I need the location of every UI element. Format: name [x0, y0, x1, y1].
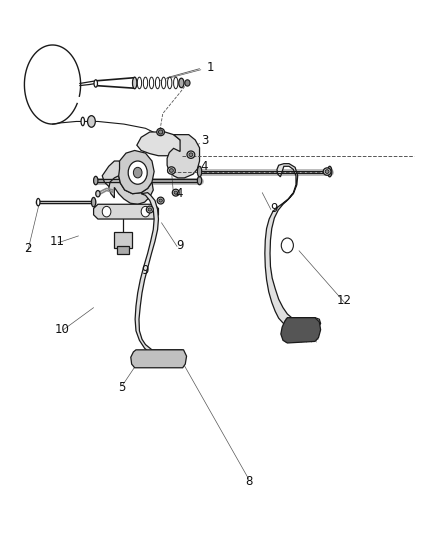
Text: 9: 9 — [177, 239, 184, 252]
Polygon shape — [109, 176, 153, 204]
Ellipse shape — [94, 80, 98, 87]
Polygon shape — [102, 161, 125, 188]
Ellipse shape — [168, 77, 172, 89]
Circle shape — [141, 206, 150, 217]
Polygon shape — [167, 135, 200, 178]
Ellipse shape — [198, 176, 202, 185]
Ellipse shape — [323, 168, 331, 175]
Polygon shape — [265, 164, 321, 329]
Ellipse shape — [162, 77, 166, 89]
Circle shape — [134, 167, 142, 178]
Text: 4: 4 — [200, 160, 208, 173]
Circle shape — [281, 238, 293, 253]
Text: 9: 9 — [271, 202, 278, 215]
Polygon shape — [137, 132, 182, 156]
Ellipse shape — [157, 197, 164, 204]
Ellipse shape — [148, 208, 152, 211]
Text: 5: 5 — [118, 381, 125, 394]
Polygon shape — [131, 350, 187, 368]
Ellipse shape — [172, 189, 179, 196]
Ellipse shape — [133, 77, 137, 89]
Ellipse shape — [170, 168, 173, 172]
Text: 2: 2 — [24, 241, 32, 255]
Ellipse shape — [174, 191, 177, 194]
Ellipse shape — [198, 166, 202, 177]
Ellipse shape — [36, 198, 40, 206]
Text: 12: 12 — [337, 294, 352, 308]
Ellipse shape — [94, 176, 98, 185]
Ellipse shape — [159, 199, 162, 202]
Ellipse shape — [88, 116, 95, 127]
Ellipse shape — [155, 77, 160, 89]
Circle shape — [128, 161, 147, 184]
Polygon shape — [94, 204, 159, 219]
Ellipse shape — [81, 117, 85, 126]
Ellipse shape — [146, 206, 153, 213]
Text: 11: 11 — [49, 235, 64, 248]
Ellipse shape — [179, 78, 184, 88]
Text: 8: 8 — [246, 475, 253, 488]
Text: 1: 1 — [207, 61, 214, 74]
Ellipse shape — [92, 197, 96, 207]
Polygon shape — [119, 150, 154, 193]
Ellipse shape — [157, 128, 165, 136]
Circle shape — [185, 80, 190, 86]
Polygon shape — [135, 192, 184, 356]
Ellipse shape — [159, 130, 163, 134]
Ellipse shape — [187, 151, 195, 158]
Ellipse shape — [143, 77, 148, 89]
Polygon shape — [281, 318, 321, 343]
Text: 4: 4 — [176, 187, 183, 200]
Ellipse shape — [189, 153, 193, 157]
Circle shape — [102, 206, 111, 217]
Text: 3: 3 — [201, 134, 209, 148]
Text: 10: 10 — [55, 324, 70, 336]
Ellipse shape — [149, 77, 154, 89]
Ellipse shape — [137, 77, 141, 89]
Ellipse shape — [328, 166, 332, 177]
Ellipse shape — [173, 77, 178, 89]
Text: 9: 9 — [142, 264, 149, 277]
Ellipse shape — [325, 169, 329, 173]
Bar — [117, 246, 130, 254]
Bar — [114, 232, 132, 248]
Ellipse shape — [96, 191, 100, 197]
Ellipse shape — [168, 167, 175, 174]
